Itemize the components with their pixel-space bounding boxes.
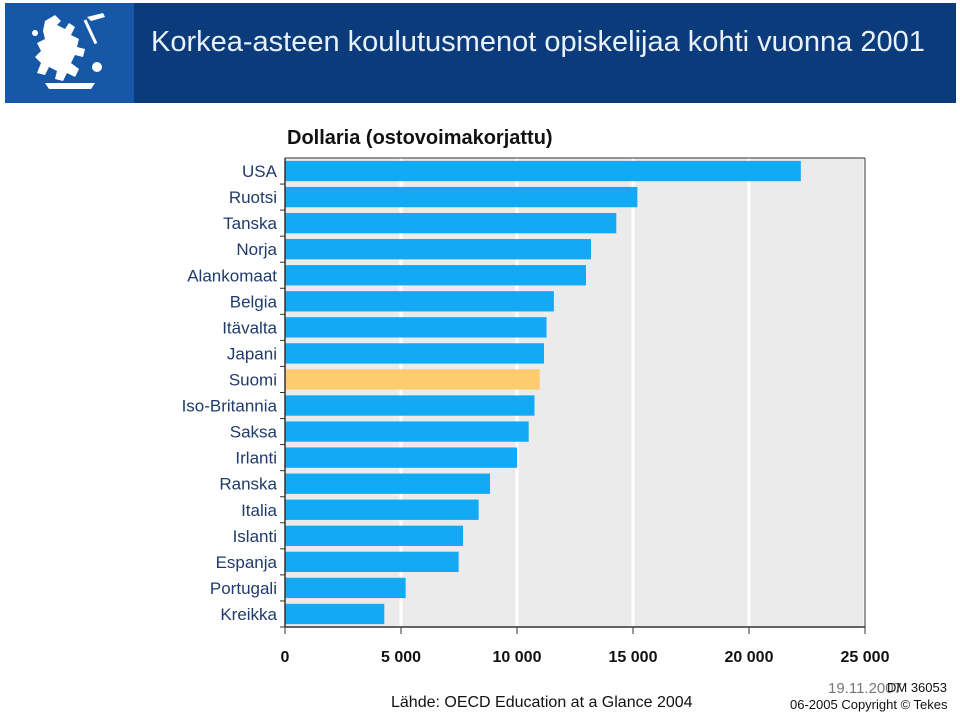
x-tick-label: 20 000 — [725, 649, 774, 666]
x-tick-label: 10 000 — [493, 649, 542, 666]
document-id: DM 36053 — [887, 680, 947, 695]
bar-tanska — [285, 212, 617, 234]
logo-panel — [5, 3, 134, 103]
bar-japani — [285, 343, 545, 364]
bar-chart: USA Ruotsi Tanska Norja Alankomaat Belgia Itäv… — [182, 157, 890, 666]
copyright-note: 06-2005 Copyright © Tekes — [790, 697, 948, 712]
category-label: Alankomaat — [187, 266, 277, 285]
category-label: Tanska — [223, 214, 277, 233]
category-label: Norja — [236, 240, 277, 259]
bar-portugali — [285, 577, 406, 599]
bar-islanti — [285, 525, 464, 546]
bar-espanja — [285, 551, 459, 573]
category-label: Ranska — [219, 475, 277, 494]
page-title: Korkea-asteen koulutusmenot opiskelijaa … — [151, 26, 925, 58]
bar-kreikka — [285, 603, 385, 625]
x-tick-label: 25 000 — [841, 649, 890, 666]
category-label: USA — [242, 162, 278, 181]
bar-usa — [285, 160, 801, 182]
category-label: Belgia — [230, 292, 278, 311]
category-label: Irlanti — [235, 449, 277, 468]
category-label: Suomi — [229, 370, 277, 389]
bar-itävalta — [285, 317, 547, 338]
bar-irlanti — [285, 447, 518, 468]
category-label: Japani — [227, 344, 277, 363]
x-tick-label: 5 000 — [381, 649, 421, 666]
bar-alankomaat — [285, 265, 586, 286]
bar-iso-britannia — [285, 395, 535, 416]
bar-saksa — [285, 421, 529, 442]
category-label: Ruotsi — [229, 188, 277, 207]
category-label: Saksa — [230, 423, 278, 442]
category-label: Itävalta — [222, 318, 277, 337]
finnish-lion-coat-of-arms-icon — [32, 13, 105, 89]
bar-ranska — [285, 473, 491, 494]
plot-area — [285, 158, 865, 627]
x-tick-label: 15 000 — [609, 649, 658, 666]
category-label: Espanja — [216, 553, 278, 572]
bar-italia — [285, 499, 479, 520]
chart-title: Dollaria (ostovoimakorjattu) — [287, 127, 553, 149]
bar-suomi — [285, 369, 540, 390]
category-label: Italia — [241, 501, 277, 520]
category-label: Iso-Britannia — [182, 397, 278, 416]
bar-norja — [285, 239, 591, 260]
bar-belgia — [285, 291, 554, 312]
bar-ruotsi — [285, 186, 638, 208]
x-tick-label: 0 — [281, 649, 290, 666]
category-label: Islanti — [233, 527, 277, 546]
category-label: Kreikka — [220, 605, 277, 624]
category-label: Portugali — [210, 579, 277, 598]
source-note: Lähde: OECD Education at a Glance 2004 — [391, 694, 693, 711]
date-stamp: 19.11.2007 — [828, 680, 902, 697]
header-bar: Korkea-asteen koulutusmenot opiskelijaa … — [5, 3, 956, 103]
